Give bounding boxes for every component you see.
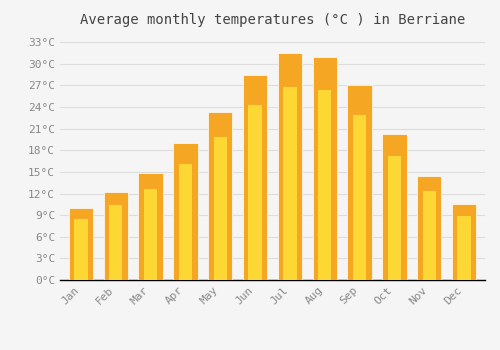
Bar — [144, 189, 158, 280]
Bar — [243, 75, 268, 280]
Bar — [422, 191, 436, 280]
Bar — [353, 115, 366, 280]
Bar — [104, 192, 128, 280]
Bar — [283, 87, 296, 280]
Bar — [109, 205, 122, 280]
Bar — [278, 53, 302, 280]
Bar — [452, 204, 476, 280]
Bar — [417, 175, 442, 280]
Bar — [68, 208, 93, 280]
Bar — [348, 85, 372, 280]
Title: Average monthly temperatures (°C ) in Berriane: Average monthly temperatures (°C ) in Be… — [80, 13, 465, 27]
Bar — [388, 156, 401, 280]
Bar — [138, 173, 163, 280]
Bar — [178, 164, 192, 280]
Bar — [173, 143, 198, 280]
Bar — [208, 112, 233, 280]
Bar — [318, 90, 332, 280]
Bar — [214, 137, 227, 280]
Bar — [458, 216, 471, 280]
Bar — [248, 105, 262, 280]
Bar — [312, 57, 337, 280]
Bar — [74, 219, 88, 280]
Bar — [382, 134, 406, 280]
